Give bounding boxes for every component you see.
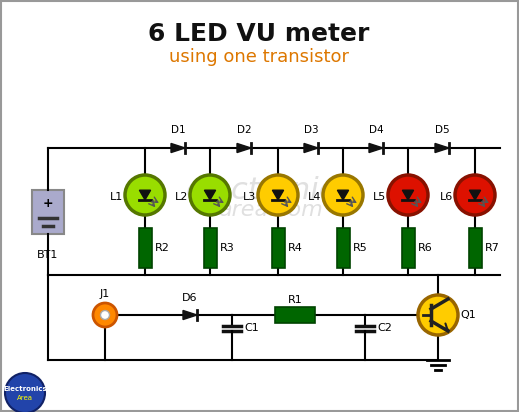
Bar xyxy=(402,228,415,268)
Text: L6: L6 xyxy=(440,192,453,202)
Polygon shape xyxy=(469,190,481,200)
Text: R5: R5 xyxy=(352,243,367,253)
Polygon shape xyxy=(304,143,318,152)
Circle shape xyxy=(455,175,495,215)
Polygon shape xyxy=(435,143,449,152)
Text: J1: J1 xyxy=(100,289,110,299)
Polygon shape xyxy=(337,190,349,200)
Circle shape xyxy=(125,175,165,215)
Text: BT1: BT1 xyxy=(37,250,59,260)
Circle shape xyxy=(101,311,110,319)
Circle shape xyxy=(388,175,428,215)
Text: L4: L4 xyxy=(308,192,321,202)
Text: R6: R6 xyxy=(417,243,432,253)
Text: R2: R2 xyxy=(155,243,169,253)
Polygon shape xyxy=(183,311,197,320)
Circle shape xyxy=(258,175,298,215)
Bar xyxy=(275,307,315,323)
Polygon shape xyxy=(369,143,383,152)
Text: L1: L1 xyxy=(110,192,123,202)
Text: L2: L2 xyxy=(174,192,188,202)
Bar xyxy=(271,228,284,268)
Polygon shape xyxy=(402,190,414,200)
Text: R4: R4 xyxy=(288,243,303,253)
Bar xyxy=(469,228,482,268)
FancyBboxPatch shape xyxy=(32,190,64,234)
Text: Electronics: Electronics xyxy=(3,386,47,392)
Circle shape xyxy=(418,295,458,335)
Circle shape xyxy=(323,175,363,215)
Text: D6: D6 xyxy=(182,293,198,303)
Polygon shape xyxy=(272,190,283,200)
Text: D3: D3 xyxy=(304,125,318,135)
Text: electronica: electronica xyxy=(185,176,354,204)
Text: L5: L5 xyxy=(373,192,386,202)
Text: R7: R7 xyxy=(485,243,499,253)
Circle shape xyxy=(190,175,230,215)
Text: +: + xyxy=(43,197,53,210)
Text: Area: Area xyxy=(17,395,33,401)
Text: D2: D2 xyxy=(237,125,251,135)
Bar xyxy=(336,228,349,268)
Polygon shape xyxy=(237,143,251,152)
Text: C2: C2 xyxy=(377,323,392,333)
Polygon shape xyxy=(204,190,215,200)
Polygon shape xyxy=(140,190,151,200)
Text: R1: R1 xyxy=(288,295,303,305)
Text: Q1: Q1 xyxy=(460,310,476,320)
Text: 6 LED VU meter: 6 LED VU meter xyxy=(148,22,370,46)
Polygon shape xyxy=(171,143,185,152)
Text: D1: D1 xyxy=(171,125,185,135)
Bar xyxy=(203,228,216,268)
Circle shape xyxy=(5,373,45,412)
Text: using one transistor: using one transistor xyxy=(169,48,349,66)
Text: area.com: area.com xyxy=(217,200,322,220)
Text: D5: D5 xyxy=(435,125,449,135)
Text: R3: R3 xyxy=(220,243,234,253)
Text: C1: C1 xyxy=(244,323,259,333)
Text: L3: L3 xyxy=(243,192,256,202)
Circle shape xyxy=(93,303,117,327)
Text: D4: D4 xyxy=(368,125,384,135)
Bar xyxy=(139,228,152,268)
